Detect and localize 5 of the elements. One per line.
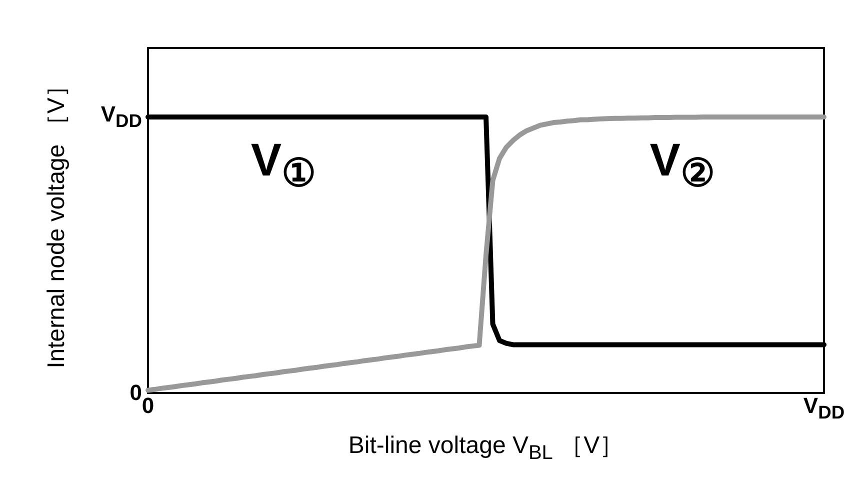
y-axis-title: Internal node voltage ［V］ xyxy=(42,73,71,368)
series-label: V$_{②}$ xyxy=(650,134,714,196)
series-label: V$_{①}$ xyxy=(250,134,316,195)
x-axis-title: Bit-line voltage V$_{BL}$ ［V］ xyxy=(347,431,625,465)
text: V$_{DD}$ xyxy=(100,102,142,132)
